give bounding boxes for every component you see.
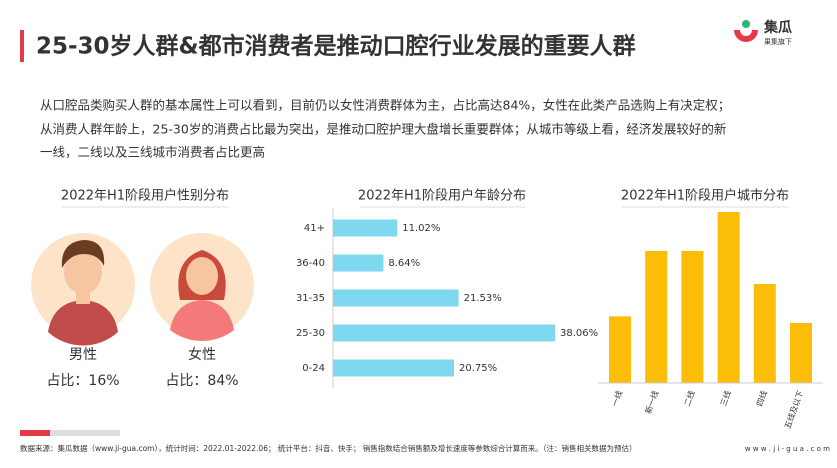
bar xyxy=(333,359,455,377)
bar xyxy=(333,324,555,342)
y-tick-label: 36-40 xyxy=(296,258,325,269)
value-label: 38.06% xyxy=(560,328,598,339)
gender-title: 2022年H1阶段用户性别分布 xyxy=(61,188,229,204)
title-accent xyxy=(20,30,24,62)
bar xyxy=(790,322,812,383)
paragraph-line: 从消费人群年龄上，25-30岁的消费占比最为突出，是推动口腔护理大盘增长重要群体… xyxy=(40,122,726,137)
gender-label: 男性 xyxy=(69,347,97,363)
y-tick-label: 31-35 xyxy=(296,293,325,304)
y-tick-label: 41+ xyxy=(304,223,325,234)
logo-text: 集瓜 xyxy=(763,19,792,36)
value-label: 8.64% xyxy=(388,258,420,269)
value-label: 20.75% xyxy=(459,363,497,374)
logo-sub: 果集旗下 xyxy=(764,37,792,46)
slide-title: 25-30岁人群&都市消费者是推动口腔行业发展的重要人群 xyxy=(36,33,636,60)
bar xyxy=(609,316,631,383)
bar xyxy=(333,254,384,272)
value-label: 21.53% xyxy=(464,293,502,304)
chart-title: 2022年H1阶段用户城市分布 xyxy=(621,188,789,204)
bar xyxy=(717,212,740,383)
footer-bar-accent xyxy=(20,430,50,436)
gender-label: 女性 xyxy=(188,346,216,363)
bar xyxy=(681,250,704,383)
gender-share: 占比：16% xyxy=(46,373,119,389)
bar xyxy=(645,250,668,383)
x-tick-label: 一线 xyxy=(609,389,624,407)
logo-icon xyxy=(734,30,758,42)
footer-bar xyxy=(20,430,120,436)
chart-title: 2022年H1阶段用户年龄分布 xyxy=(358,188,526,204)
x-tick-label: 三线 xyxy=(718,389,733,407)
footer-source: 数据来源：集瓜数据（www.ji-gua.com），统计时间：2022.01-2… xyxy=(20,443,636,453)
x-tick-label: 五线及以下 xyxy=(782,389,805,430)
x-tick-label: 二线 xyxy=(682,389,697,407)
y-tick-label: 25-30 xyxy=(296,328,325,339)
bar xyxy=(333,289,459,307)
paragraph-line: 从口腔品类购买人群的基本属性上可以看到，目前仍以女性消费群体为主，占比高达84%… xyxy=(40,98,730,113)
x-tick-label: 新一线 xyxy=(643,389,661,415)
footer-site: w w w . j i - g u a . c o m xyxy=(745,445,830,453)
male-avatar xyxy=(31,233,135,346)
logo: 集瓜 果集旗下 xyxy=(734,19,792,46)
logo-dot xyxy=(742,20,750,28)
value-label: 11.02% xyxy=(402,223,440,234)
female-avatar xyxy=(150,233,254,342)
gender-share: 占比：84% xyxy=(165,373,238,389)
x-tick-label: 四线 xyxy=(754,389,769,407)
y-tick-label: 0-24 xyxy=(302,363,325,374)
bar xyxy=(753,283,776,383)
paragraph-line: 一线，二线以及三线城市消费者占比更高 xyxy=(40,145,265,160)
bar xyxy=(333,219,398,237)
